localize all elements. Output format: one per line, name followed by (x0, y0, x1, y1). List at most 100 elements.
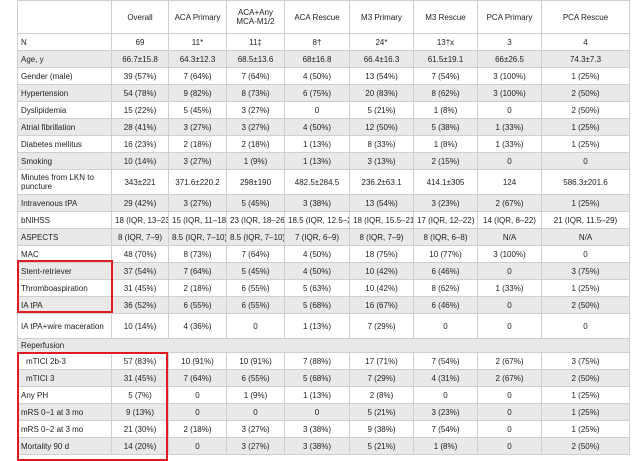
table-row: MAC 48 (70%) 8 (73%) 7 (64%) 4 (50%) 18 (75%)… (17, 245, 630, 263)
table-cell: 0 (477, 403, 542, 421)
row-label: N (17, 33, 112, 51)
table-cell: 8 (73%) (168, 245, 227, 263)
table-cell: 31 (45%) (111, 279, 169, 297)
table-cell: 57 (83%) (111, 352, 169, 370)
table-cell: 1 (9%) (226, 386, 285, 404)
table-cell: 4 (50%) (284, 118, 350, 136)
table-cell: 2 (50%) (541, 101, 630, 119)
table-cell: 2 (50%) (541, 437, 630, 455)
table-cell: 16 (23%) (111, 135, 169, 153)
table-cell: 7 (64%) (226, 67, 285, 85)
table-cell: 0 (226, 403, 285, 421)
table-cell: 18 (IQR, 15.5–21) (349, 211, 414, 229)
table-cell: 1 (33%) (477, 135, 542, 153)
table-cell: 3 (100%) (477, 245, 542, 263)
table-cell: 0 (168, 403, 227, 421)
table-cell: 4 (541, 33, 630, 51)
table-row: N 69 11* 11‡ 8† 24* 13†x 3 4 (17, 33, 630, 51)
table-cell: 3 (27%) (168, 118, 227, 136)
table-cell: 3 (38%) (284, 420, 350, 438)
table-cell: 2 (18%) (168, 420, 227, 438)
table-cell: 20 (83%) (349, 84, 414, 102)
table-cell: 10 (91%) (226, 352, 285, 370)
table-cell: 236.2±63.1 (349, 169, 414, 195)
row-label: Smoking (17, 152, 112, 170)
table-row: mRS 0–1 at 3 mo 9 (13%) 0 0 0 5 (21%) 3 (23%) 0… (17, 403, 630, 421)
table-row: IA tPA 36 (52%) 6 (55%) 6 (55%) 5 (68%) 16 (6… (17, 296, 630, 314)
table-cell: 5 (21%) (349, 101, 414, 119)
table-row: Minutes from LKN to puncture 343±221 371.6… (17, 169, 630, 195)
table-cell: 2 (67%) (477, 369, 542, 387)
table-cell: 64.3±12.3 (168, 50, 227, 68)
table-cell: 6 (55%) (168, 296, 227, 314)
table-cell: 10 (91%) (168, 352, 227, 370)
table-cell: 10 (42%) (349, 262, 414, 280)
table-cell: 3 (27%) (226, 437, 285, 455)
table-cell: 7 (29%) (349, 313, 414, 339)
table-cell: 7 (64%) (168, 67, 227, 85)
table-cell: 124 (477, 169, 542, 195)
table-cell: 28 (41%) (111, 118, 169, 136)
table-cell: 414.1±305 (413, 169, 478, 195)
table-cell: 3 (27%) (168, 152, 227, 170)
row-label: mRS 0–2 at 3 mo (17, 420, 112, 438)
table-cell: 1 (25%) (541, 420, 630, 438)
table-row: Gender (male) 39 (57%) 7 (64%) 7 (64%) 4 (50… (17, 67, 630, 85)
table-cell: 1 (9%) (226, 152, 285, 170)
row-label: Minutes from LKN to puncture (17, 169, 112, 195)
row-label: Dyslipidemia (17, 101, 112, 119)
table-cell: 1 (13%) (284, 135, 350, 153)
table-row: Hypertension 54 (78%) 9 (82%) 8 (73%) 6 (75%… (17, 84, 630, 102)
table-cell: 6 (75%) (284, 84, 350, 102)
table-cell: 1 (25%) (541, 386, 630, 404)
table-cell: 3 (23%) (413, 403, 478, 421)
table-cell: 5 (7%) (111, 386, 169, 404)
table-cell: 3 (27%) (226, 420, 285, 438)
table-cell: 3 (13%) (349, 152, 414, 170)
row-label: mRS 0–1 at 3 mo (17, 403, 112, 421)
table-cell: 0 (168, 437, 227, 455)
table-cell: 10 (77%) (413, 245, 478, 263)
table-cell: 7 (88%) (284, 352, 350, 370)
table-cell: 14 (IQR, 8–22) (477, 211, 542, 229)
table-cell: 8 (73%) (226, 84, 285, 102)
table-cell: 1 (33%) (477, 118, 542, 136)
row-label: Intravenous tPA (17, 194, 112, 212)
table-cell: 8 (IQR, 7–9) (349, 228, 414, 246)
section-row: Reperfusion (17, 338, 630, 353)
table-cell: 4 (36%) (168, 313, 227, 339)
table-cell: 0 (226, 313, 285, 339)
row-label: Thromboaspiration (17, 279, 112, 297)
table-cell: 5 (45%) (226, 262, 285, 280)
table-cell: 5 (68%) (284, 369, 350, 387)
table-row: Atrial fibrillation 28 (41%) 3 (27%) 3 (27%… (17, 118, 630, 136)
table-cell: 17 (IQR, 12–22) (413, 211, 478, 229)
table-cell: 8 (62%) (413, 279, 478, 297)
table-cell: 0 (477, 386, 542, 404)
header-cell: ACA Primary (168, 0, 227, 34)
table-cell: 74.3±7.3 (541, 50, 630, 68)
table-cell: 14 (20%) (111, 437, 169, 455)
table-cell: 37 (54%) (111, 262, 169, 280)
table-cell: 9 (13%) (111, 403, 169, 421)
table-cell: 2 (18%) (226, 135, 285, 153)
table-row: Age, y 66.7±15.8 64.3±12.3 68.5±13.6 68±16.8… (17, 50, 630, 68)
row-label: mTICI 2b-3 (17, 352, 112, 370)
row-label: Mortality 90 d (17, 437, 112, 455)
table-cell: 8 (33%) (349, 135, 414, 153)
header-cell: ACA Rescue (284, 0, 350, 34)
table-cell: 11* (168, 33, 227, 51)
row-label: mTICI 3 (17, 369, 112, 387)
table-cell: 13†x (413, 33, 478, 51)
table-cell: 2 (67%) (477, 352, 542, 370)
table-cell: 0 (477, 313, 542, 339)
table-cell: 1 (25%) (541, 118, 630, 136)
table-cell: 6 (55%) (226, 369, 285, 387)
table-cell: 21 (IQR, 11.5–29) (541, 211, 630, 229)
table-cell: 0 (168, 386, 227, 404)
table-cell: 2 (50%) (541, 84, 630, 102)
table-row: Dyslipidemia 15 (22%) 5 (45%) 3 (27%) 0 5 (21… (17, 101, 630, 119)
table-cell: 18 (IQR, 13–23) (111, 211, 169, 229)
table-cell: 0 (477, 262, 542, 280)
table-cell: 2 (50%) (541, 296, 630, 314)
